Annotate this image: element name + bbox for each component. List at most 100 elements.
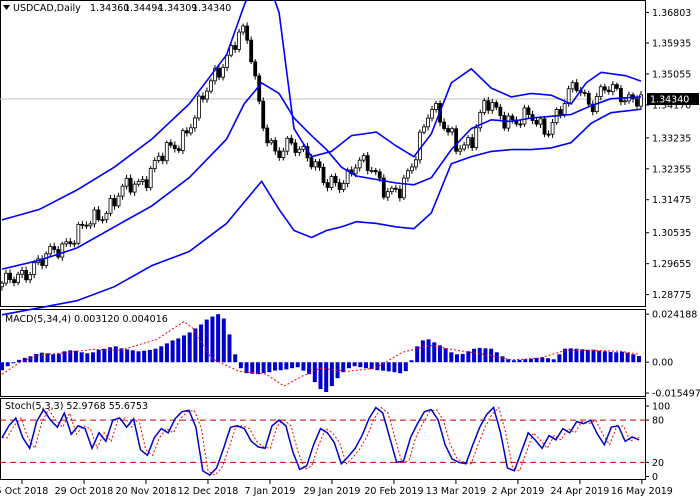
macd-bar: [34, 353, 39, 363]
candle-body: [462, 144, 467, 150]
x-tick-label: 2 Apr 2019: [492, 486, 545, 497]
macd-bar: [528, 358, 533, 363]
macd-bar: [392, 362, 397, 373]
candle-body: [414, 159, 418, 168]
macd-bar: [358, 362, 363, 368]
stoch-y-tick-label: 100: [652, 402, 670, 413]
candle-body: [197, 95, 201, 119]
macd-bar: [602, 351, 607, 363]
stoch-plot: [0, 406, 645, 477]
candle-body: [265, 127, 270, 144]
price-y-tick-label: 1.34170: [652, 101, 691, 112]
x-tick-label: 20 Feb 2019: [364, 486, 423, 497]
macd-panel-frame: [0, 309, 646, 397]
price-y-tick-label: 1.36803: [652, 8, 691, 19]
price-y-tick-label: 1.35935: [652, 38, 691, 49]
candle-body: [285, 137, 290, 152]
candle-body: [558, 109, 563, 115]
candle-body: [148, 168, 153, 189]
macd-bar: [432, 342, 437, 363]
triangle-down-icon: [3, 5, 10, 10]
candle-body: [422, 126, 426, 133]
macd-bar: [68, 350, 73, 363]
candle-body: [313, 161, 318, 168]
candle-body: [606, 89, 611, 92]
candle-body: [526, 107, 531, 115]
candle-body: [442, 121, 446, 129]
macd-bar: [5, 362, 10, 367]
macd-bar: [73, 350, 78, 363]
candle-body: [353, 167, 358, 175]
macd-bar: [364, 362, 368, 369]
macd-bar: [91, 352, 95, 363]
macd-bar: [415, 346, 420, 363]
macd-bar: [301, 362, 306, 371]
candle-body: [623, 100, 627, 103]
stoch-main-line: [1, 406, 640, 477]
candle-body: [156, 155, 161, 161]
macd-bar: [346, 362, 351, 369]
candle-body: [188, 127, 193, 134]
macd-bar: [506, 359, 511, 363]
candle-body: [233, 45, 237, 50]
macd-bar: [563, 348, 568, 363]
candle-body: [269, 139, 274, 144]
macd-bar: [614, 352, 619, 363]
x-tick-label: 5 Oct 2018: [0, 486, 48, 497]
candle-body: [494, 102, 499, 108]
macd-bar: [227, 334, 232, 363]
macd-bar: [585, 349, 590, 363]
macd-bar: [494, 352, 499, 363]
candle-body: [406, 170, 410, 179]
candle-body: [8, 272, 12, 281]
candle-body: [301, 146, 306, 150]
candle-body: [538, 118, 543, 125]
candle-body: [140, 179, 145, 182]
candle-body: [241, 25, 246, 33]
x-tick-label: 29 Jan 2019: [303, 486, 360, 497]
candle-body: [152, 160, 157, 169]
macd-bar: [136, 351, 141, 363]
candle-body: [430, 109, 434, 119]
price-panel-frame: [0, 0, 646, 307]
macd-bar: [62, 351, 67, 363]
candle-body: [64, 241, 69, 245]
macd-bar: [125, 349, 130, 363]
candle-body: [333, 176, 338, 184]
macd-bar: [500, 356, 505, 363]
macd-bar: [0, 362, 4, 371]
candle-body: [309, 157, 314, 168]
candle-body: [80, 223, 85, 226]
candle-body: [401, 177, 406, 199]
macd-bar: [244, 362, 249, 374]
candle-body: [566, 88, 571, 104]
macd-bar: [557, 354, 562, 363]
macd-bar: [238, 362, 243, 369]
macd-bar: [517, 359, 522, 363]
macd-bar: [312, 362, 317, 383]
macd-bar: [409, 360, 414, 363]
candle-body: [490, 102, 495, 111]
macd-bar: [625, 352, 630, 363]
macd-bar: [147, 349, 152, 363]
price-plot: [0, 0, 645, 316]
candle-body: [16, 273, 20, 284]
candle-body: [486, 100, 491, 111]
candle-body: [470, 137, 475, 148]
macd-bar: [278, 362, 283, 371]
macd-bar: [546, 358, 550, 363]
macd-bar: [608, 351, 613, 363]
candle-body: [385, 191, 390, 198]
candle-body: [598, 86, 603, 97]
current-price-tag-label: 1.34340: [650, 95, 689, 106]
macd-bar: [79, 352, 84, 363]
macd-bar: [460, 353, 465, 363]
candle-body: [120, 185, 125, 197]
macd-bar: [455, 354, 459, 363]
candle-body: [72, 242, 77, 245]
macd-bar: [204, 319, 209, 363]
candle-body: [458, 148, 463, 152]
price-y-tick-label: 1.29655: [652, 259, 691, 270]
candle-body: [289, 137, 294, 144]
